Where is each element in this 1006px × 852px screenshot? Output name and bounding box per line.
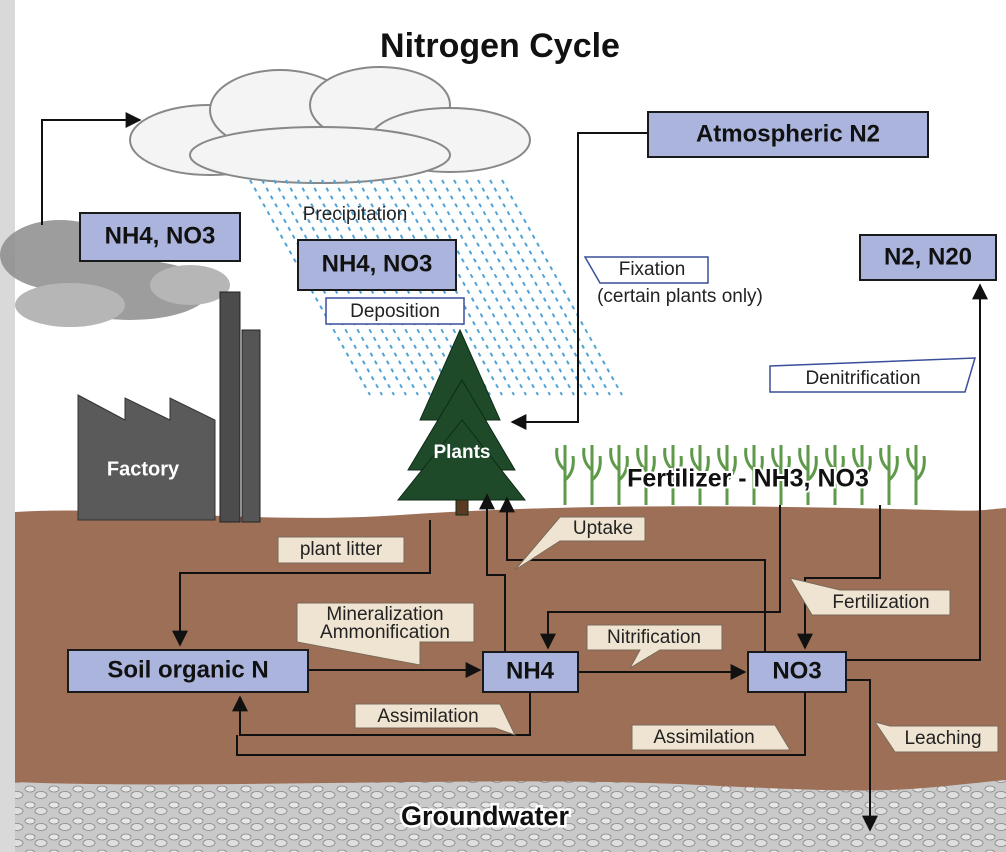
label: Groundwater <box>401 801 570 831</box>
label: (certain plants only) <box>597 286 763 307</box>
label: plant litter <box>300 539 383 560</box>
diagram: Nitrogen Cycle Atmospheric N2 NH4, NO3 N… <box>0 0 1006 852</box>
label: Assimilation <box>653 727 754 748</box>
node-label: NH4, NO3 <box>105 222 216 249</box>
label: Nitrification <box>607 627 701 648</box>
node-label: NH4 <box>506 657 555 684</box>
label: Uptake <box>573 518 633 539</box>
node-label: NO3 <box>772 657 821 684</box>
label: Deposition <box>350 301 440 322</box>
label: Precipitation <box>303 204 408 225</box>
label: Plants <box>433 442 490 463</box>
node-label: Soil organic N <box>107 656 268 683</box>
node-label: N2, N20 <box>884 243 972 270</box>
label: Fertilization <box>832 592 929 613</box>
label: Factory <box>107 458 180 480</box>
node-label: Atmospheric N2 <box>696 120 880 147</box>
label: Leaching <box>904 728 981 749</box>
label: Denitrification <box>805 368 920 389</box>
label: Fertilizer - NH3, NO3 <box>627 465 869 493</box>
label: Assimilation <box>377 706 478 727</box>
label: Fixation <box>619 259 686 280</box>
title: Nitrogen Cycle <box>380 27 620 65</box>
node-label: NH4, NO3 <box>322 250 433 277</box>
label: Ammonification <box>320 622 450 643</box>
